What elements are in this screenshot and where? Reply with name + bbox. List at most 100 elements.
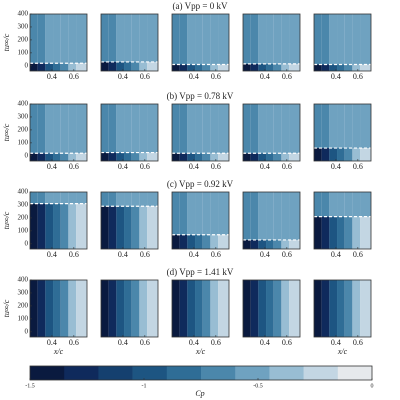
cell — [250, 153, 259, 161]
cell — [210, 153, 219, 161]
cell — [30, 14, 38, 64]
y-label: tu∞/c — [2, 211, 11, 229]
cell — [250, 239, 259, 249]
colorbar-swatch — [98, 366, 133, 380]
cell — [314, 64, 322, 71]
x-tick-label: 0.6 — [140, 72, 150, 81]
x-tick-label: 0.6 — [69, 72, 79, 81]
cell — [68, 280, 77, 337]
x-tick-label: 0.4 — [260, 162, 270, 171]
y-tick-label: 300 — [18, 113, 29, 121]
cell — [53, 153, 61, 161]
panel-frame — [29, 13, 88, 72]
panel-frame — [242, 103, 301, 162]
cell — [37, 280, 46, 337]
y-tick-label: 300 — [18, 289, 29, 297]
colorbar-swatch — [166, 366, 202, 380]
cell — [337, 148, 345, 161]
cell — [281, 14, 290, 64]
cell — [360, 280, 371, 337]
cell — [258, 192, 267, 240]
cell — [60, 104, 69, 154]
x-tick-label: 0.4 — [118, 338, 128, 347]
y-tick-label: 200 — [18, 302, 29, 310]
cell — [116, 206, 125, 249]
x-tick-label: 0.4 — [118, 162, 128, 171]
x-tick-label: 0.6 — [69, 162, 79, 171]
cell — [314, 14, 322, 65]
cell — [147, 104, 158, 153]
cell — [37, 203, 46, 249]
cell — [195, 64, 203, 71]
cell — [360, 64, 371, 71]
y-tick-label: 200 — [18, 126, 29, 134]
cell — [314, 192, 322, 217]
cell — [37, 104, 46, 154]
cell — [108, 192, 117, 207]
cell — [329, 64, 338, 71]
cell — [352, 148, 361, 161]
cell — [218, 14, 229, 65]
cell — [289, 104, 300, 154]
cell — [329, 280, 338, 337]
cell — [250, 192, 259, 240]
x-tick-label: 0.6 — [353, 338, 363, 347]
cell — [352, 280, 361, 337]
x-tick-label: 0.4 — [189, 72, 199, 81]
cell — [147, 152, 158, 161]
cell — [124, 192, 132, 207]
cell — [131, 206, 140, 249]
cell — [53, 63, 61, 71]
y-tick-label: 100 — [18, 48, 29, 56]
cell — [337, 64, 345, 71]
x-tick-label: 0.4 — [260, 338, 270, 347]
cell — [281, 192, 290, 240]
cell — [45, 104, 54, 154]
panel-frame — [313, 279, 372, 338]
cell — [53, 14, 61, 64]
y-label: tu∞/c — [2, 33, 11, 51]
cell — [321, 280, 330, 337]
cell — [281, 239, 290, 249]
cell — [344, 280, 353, 337]
x-tick-label: 0.6 — [211, 162, 221, 171]
cell — [202, 104, 211, 154]
cell — [37, 14, 46, 64]
cell — [243, 14, 251, 64]
panel-frame — [100, 103, 159, 162]
cell — [131, 192, 140, 207]
cell — [344, 148, 353, 161]
cell — [273, 63, 282, 71]
cell — [243, 63, 251, 71]
cell — [147, 14, 158, 62]
cell — [139, 61, 148, 71]
cell — [30, 63, 38, 71]
cell — [195, 14, 203, 65]
cell — [202, 64, 211, 71]
cell — [321, 14, 330, 65]
y-tick-label: 0 — [25, 239, 29, 247]
panel-frame — [313, 103, 372, 162]
cell — [266, 239, 274, 249]
cell — [187, 192, 196, 235]
x-tick-label: 0.4 — [331, 72, 341, 81]
cell — [195, 234, 203, 249]
x-tick-label: 0.6 — [140, 162, 150, 171]
cell — [352, 64, 361, 71]
cell — [258, 63, 267, 71]
cell — [344, 104, 353, 149]
row-title: (b) Vpp = 0.78 kV — [167, 91, 234, 101]
colorbar-tick-label: 0 — [371, 383, 374, 389]
cell — [195, 192, 203, 235]
cell — [139, 14, 148, 62]
cell — [289, 63, 300, 71]
cell — [139, 206, 148, 249]
colorbar-swatch — [337, 366, 373, 380]
cell — [172, 14, 180, 65]
colorbar-swatch — [64, 366, 99, 380]
cell — [179, 14, 188, 65]
cell — [218, 104, 229, 154]
cell — [53, 104, 61, 154]
cell — [30, 203, 38, 249]
y-tick-label: 100 — [18, 138, 29, 146]
